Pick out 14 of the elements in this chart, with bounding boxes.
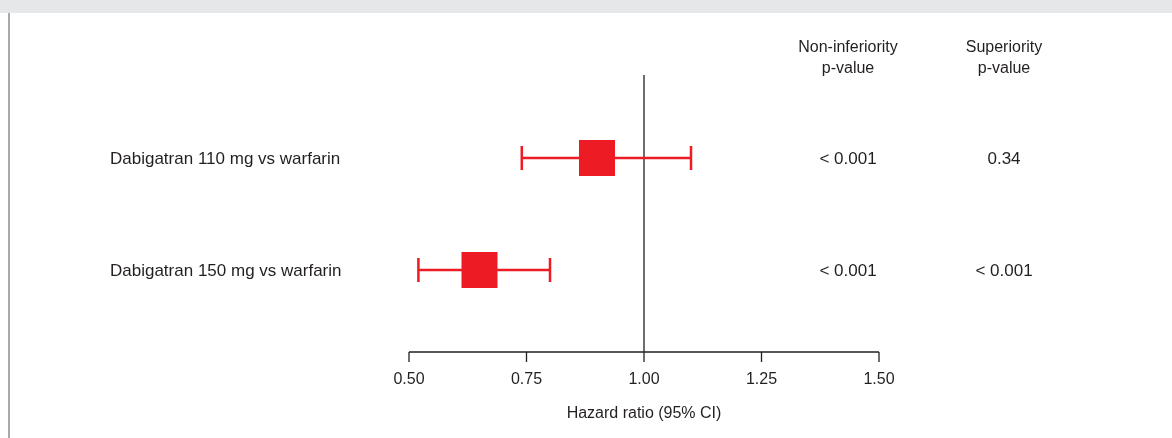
x-tick-label: 0.75 (510, 370, 543, 387)
annotation: < 0.001 (819, 149, 877, 168)
x-tick-label: 1.25 (745, 370, 778, 387)
x-tick-label: 1.50 (863, 370, 895, 387)
annotation: < 0.001 (819, 261, 877, 280)
text: 0.34 (987, 149, 1021, 168)
y-tick-label: Dabigatran 150 mg vs warfarin (110, 261, 342, 280)
x-tick-label: 0.50 (393, 370, 425, 387)
x-axis-title: Hazard ratio (95% CI) (566, 404, 722, 421)
text: Superiority p-value (965, 38, 1043, 76)
y-tick-label: Dabigatran 110 mg vs warfarin (110, 149, 341, 168)
text: < 0.001 (975, 261, 1033, 280)
annotation: Non-inferiority p-value (798, 38, 898, 76)
x-tick-label: 1.00 (628, 370, 660, 387)
